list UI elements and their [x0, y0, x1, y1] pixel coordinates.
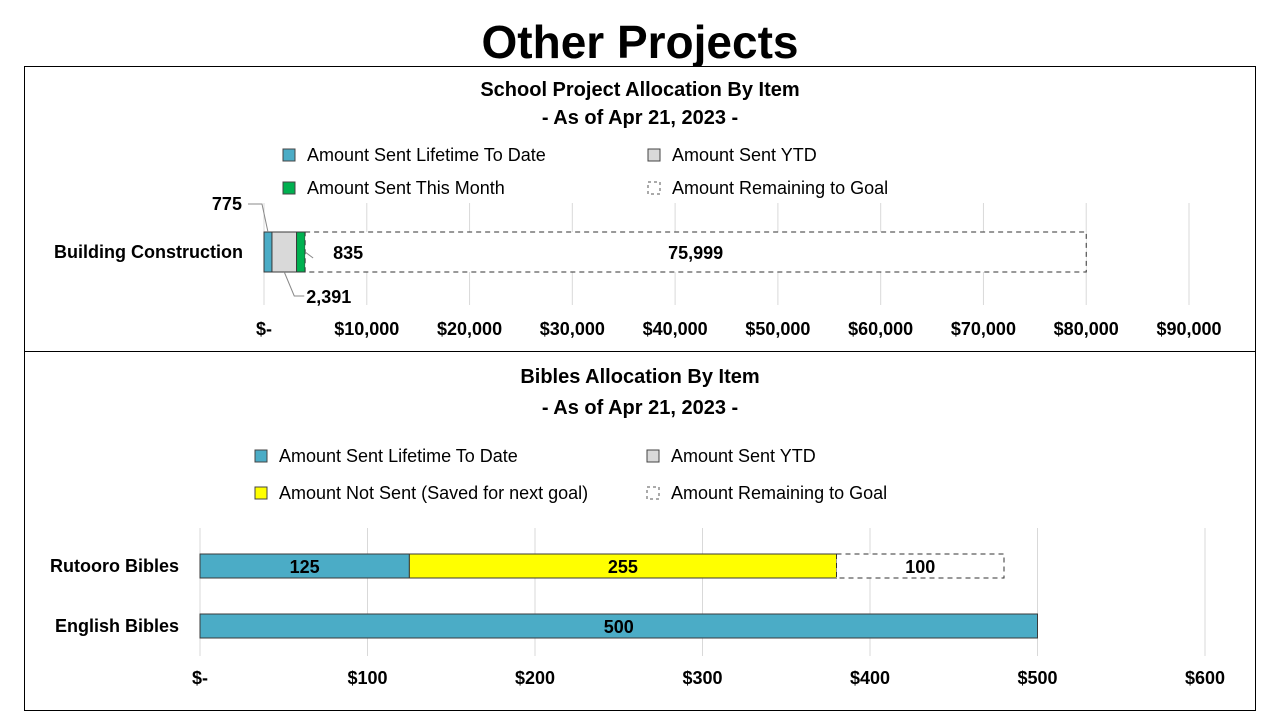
legend-swatch-month: [282, 181, 296, 195]
legend-label-lifetime: Amount Sent Lifetime To Date: [279, 446, 518, 466]
x-tick-label: $-: [192, 668, 208, 688]
category-label-english-bibles: English Bibles: [55, 616, 179, 636]
page-title: Other Projects: [481, 16, 799, 68]
x-tick-label: $400: [850, 668, 890, 688]
category-label-building-construction: Building Construction: [54, 242, 243, 262]
bibles-chart: Bibles Allocation By Item - As of Apr 21,…: [50, 366, 1225, 688]
legend-swatch-remaining: [647, 181, 661, 195]
data-label-building-construction-remaining: 75,999: [668, 243, 723, 263]
data-label-english-bibles-lifetime: 500: [604, 617, 634, 637]
legend-label-month: Amount Sent This Month: [307, 178, 505, 198]
data-label-rutooro-bibles-lifetime: 125: [290, 557, 320, 577]
x-tick-label: $50,000: [745, 319, 810, 339]
x-tick-label: $20,000: [437, 319, 502, 339]
legend-swatch-ytd: [647, 148, 661, 162]
data-label-rutooro-bibles-remaining: 100: [905, 557, 935, 577]
data-label-building-construction-month: 835: [333, 243, 363, 263]
x-tick-label: $80,000: [1054, 319, 1119, 339]
x-tick-label: $10,000: [334, 319, 399, 339]
bar-english-bibles-lifetime: [199, 613, 1038, 639]
bar-building-construction-lifetime: [263, 231, 273, 273]
x-tick-label: $40,000: [643, 319, 708, 339]
x-tick-label: $30,000: [540, 319, 605, 339]
bibles-chart-panel: Bibles Allocation By Item - As of Apr 21,…: [24, 351, 1256, 711]
school-project-chart-panel: School Project Allocation By Item - As of…: [24, 66, 1256, 352]
school-project-chart: School Project Allocation By Item - As of…: [54, 79, 1222, 339]
legend-swatch-lifetime: [254, 449, 268, 463]
bar-rutooro-bibles-remaining: [836, 553, 1005, 579]
bar-rutooro-bibles-not_sent: [408, 553, 837, 579]
legend-label-lifetime: Amount Sent Lifetime To Date: [307, 145, 546, 165]
legend-label-remaining: Amount Remaining to Goal: [672, 178, 888, 198]
legend-swatch-remaining: [646, 486, 660, 500]
chart-subtitle: - As of Apr 21, 2023 -: [542, 397, 738, 419]
leader-line-lifetime: [247, 203, 269, 233]
legend-swatch-ytd: [646, 449, 660, 463]
legend-label-ytd: Amount Sent YTD: [671, 446, 816, 466]
x-tick-label: $300: [682, 668, 722, 688]
x-tick-label: $-: [256, 319, 272, 339]
chart-subtitle: - As of Apr 21, 2023 -: [542, 107, 738, 129]
x-tick-label: $90,000: [1156, 319, 1221, 339]
leader-line-month: [304, 251, 314, 259]
x-tick-label: $500: [1017, 668, 1057, 688]
x-tick-label: $60,000: [848, 319, 913, 339]
bar-building-construction-remaining: [304, 231, 1087, 273]
legend-label-ytd: Amount Sent YTD: [672, 145, 817, 165]
leader-line-ytd: [283, 271, 305, 297]
category-label-rutooro-bibles: Rutooro Bibles: [50, 556, 179, 576]
x-tick-label: $200: [515, 668, 555, 688]
x-tick-label: $70,000: [951, 319, 1016, 339]
legend-swatch-lifetime: [282, 148, 296, 162]
x-tick-label: $100: [347, 668, 387, 688]
chart-title: Bibles Allocation By Item: [520, 366, 759, 388]
data-label-rutooro-bibles-not_sent: 255: [608, 557, 638, 577]
legend-swatch-not_sent: [254, 486, 268, 500]
bar-building-construction-month: [296, 231, 306, 273]
chart-title: School Project Allocation By Item: [480, 79, 799, 101]
data-label-building-construction-ytd: 2,391: [306, 287, 351, 307]
x-tick-label: $600: [1185, 668, 1225, 688]
legend-label-not_sent: Amount Not Sent (Saved for next goal): [279, 483, 588, 503]
data-label-building-construction-lifetime: 775: [212, 194, 242, 214]
bar-rutooro-bibles-lifetime: [199, 553, 410, 579]
legend-label-remaining: Amount Remaining to Goal: [671, 483, 887, 503]
bar-building-construction-ytd: [271, 231, 298, 273]
